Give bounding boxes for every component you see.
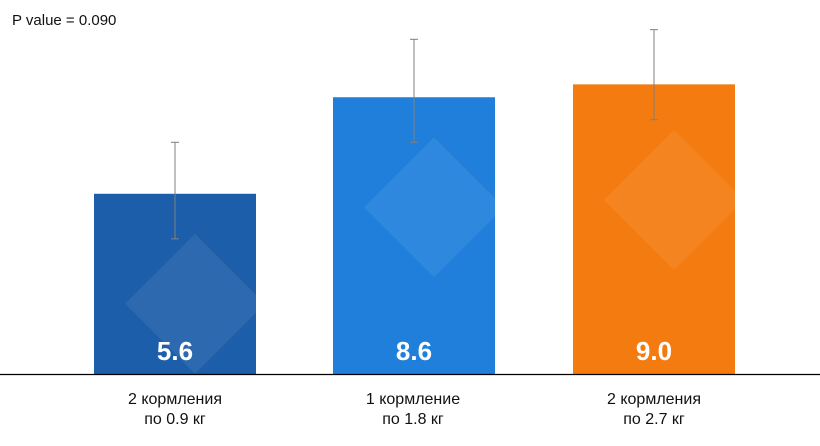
bar-2 xyxy=(333,97,495,375)
category-label-2: 1 кормление по 1.8 кг xyxy=(365,391,461,428)
category-label-3: 2 кормления по 2.7 кг xyxy=(607,391,701,428)
watermark-2 xyxy=(364,137,504,278)
bar-3 xyxy=(573,84,735,374)
category-label-1: 2 кормления по 0.9 кг xyxy=(128,391,222,428)
p-value-annotation: P value = 0.090 xyxy=(12,12,117,29)
watermark-3 xyxy=(604,130,744,270)
watermark-1 xyxy=(125,233,265,374)
value-label-3: 9.0 xyxy=(636,336,672,366)
value-label-1: 5.6 xyxy=(157,336,193,366)
value-label-2: 8.6 xyxy=(396,336,432,366)
